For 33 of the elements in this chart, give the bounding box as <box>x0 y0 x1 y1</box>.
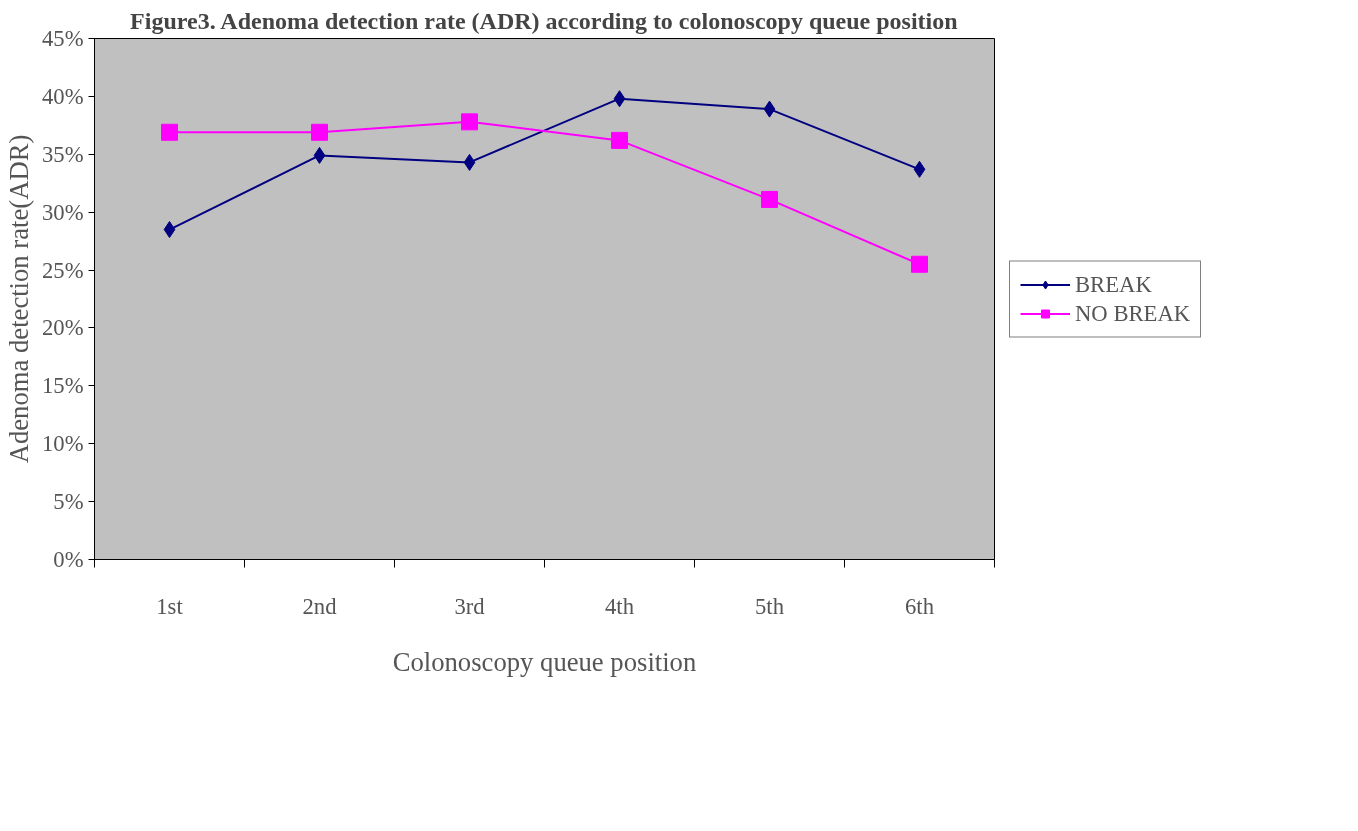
x-tick-label: 1st <box>156 593 184 619</box>
point <box>463 153 476 171</box>
point <box>461 113 478 131</box>
y-tick-label: 30% <box>41 199 84 225</box>
y-tick-label: 5% <box>53 489 84 515</box>
x-tick-label: 2nd <box>302 593 338 619</box>
legend-label: BREAK <box>1075 271 1152 297</box>
legend-label: NO BREAK <box>1075 300 1191 326</box>
chart-title: Figure3. Adenoma detection rate (ADR) according to colonoscopy queue position <box>130 7 958 34</box>
point <box>611 131 628 149</box>
y-tick-label: 15% <box>41 373 84 399</box>
y-tick-label: 45% <box>41 26 84 51</box>
point <box>763 100 776 118</box>
y-tick-label: 25% <box>41 257 84 283</box>
y-axis-title: Adenoma detection rate(ADR) <box>3 134 34 464</box>
point <box>313 146 326 164</box>
point <box>163 221 176 239</box>
y-tick-label: 10% <box>41 431 84 457</box>
y-tick-label: 40% <box>41 83 84 109</box>
point <box>911 255 928 273</box>
x-tick-label: 6th <box>905 593 935 619</box>
y-tick-label: 35% <box>41 141 84 167</box>
point <box>761 190 778 208</box>
x-tick-label: 5th <box>755 593 785 619</box>
point <box>913 160 926 178</box>
point <box>613 90 626 108</box>
y-tick-label: 0% <box>53 547 84 572</box>
x-tick-label: 4th <box>605 593 635 619</box>
point <box>161 123 178 141</box>
x-tick-label: 3rd <box>454 593 486 619</box>
y-tick-label: 20% <box>41 315 84 341</box>
point <box>311 123 328 141</box>
x-axis-title: Colonoscopy queue position <box>392 646 697 677</box>
